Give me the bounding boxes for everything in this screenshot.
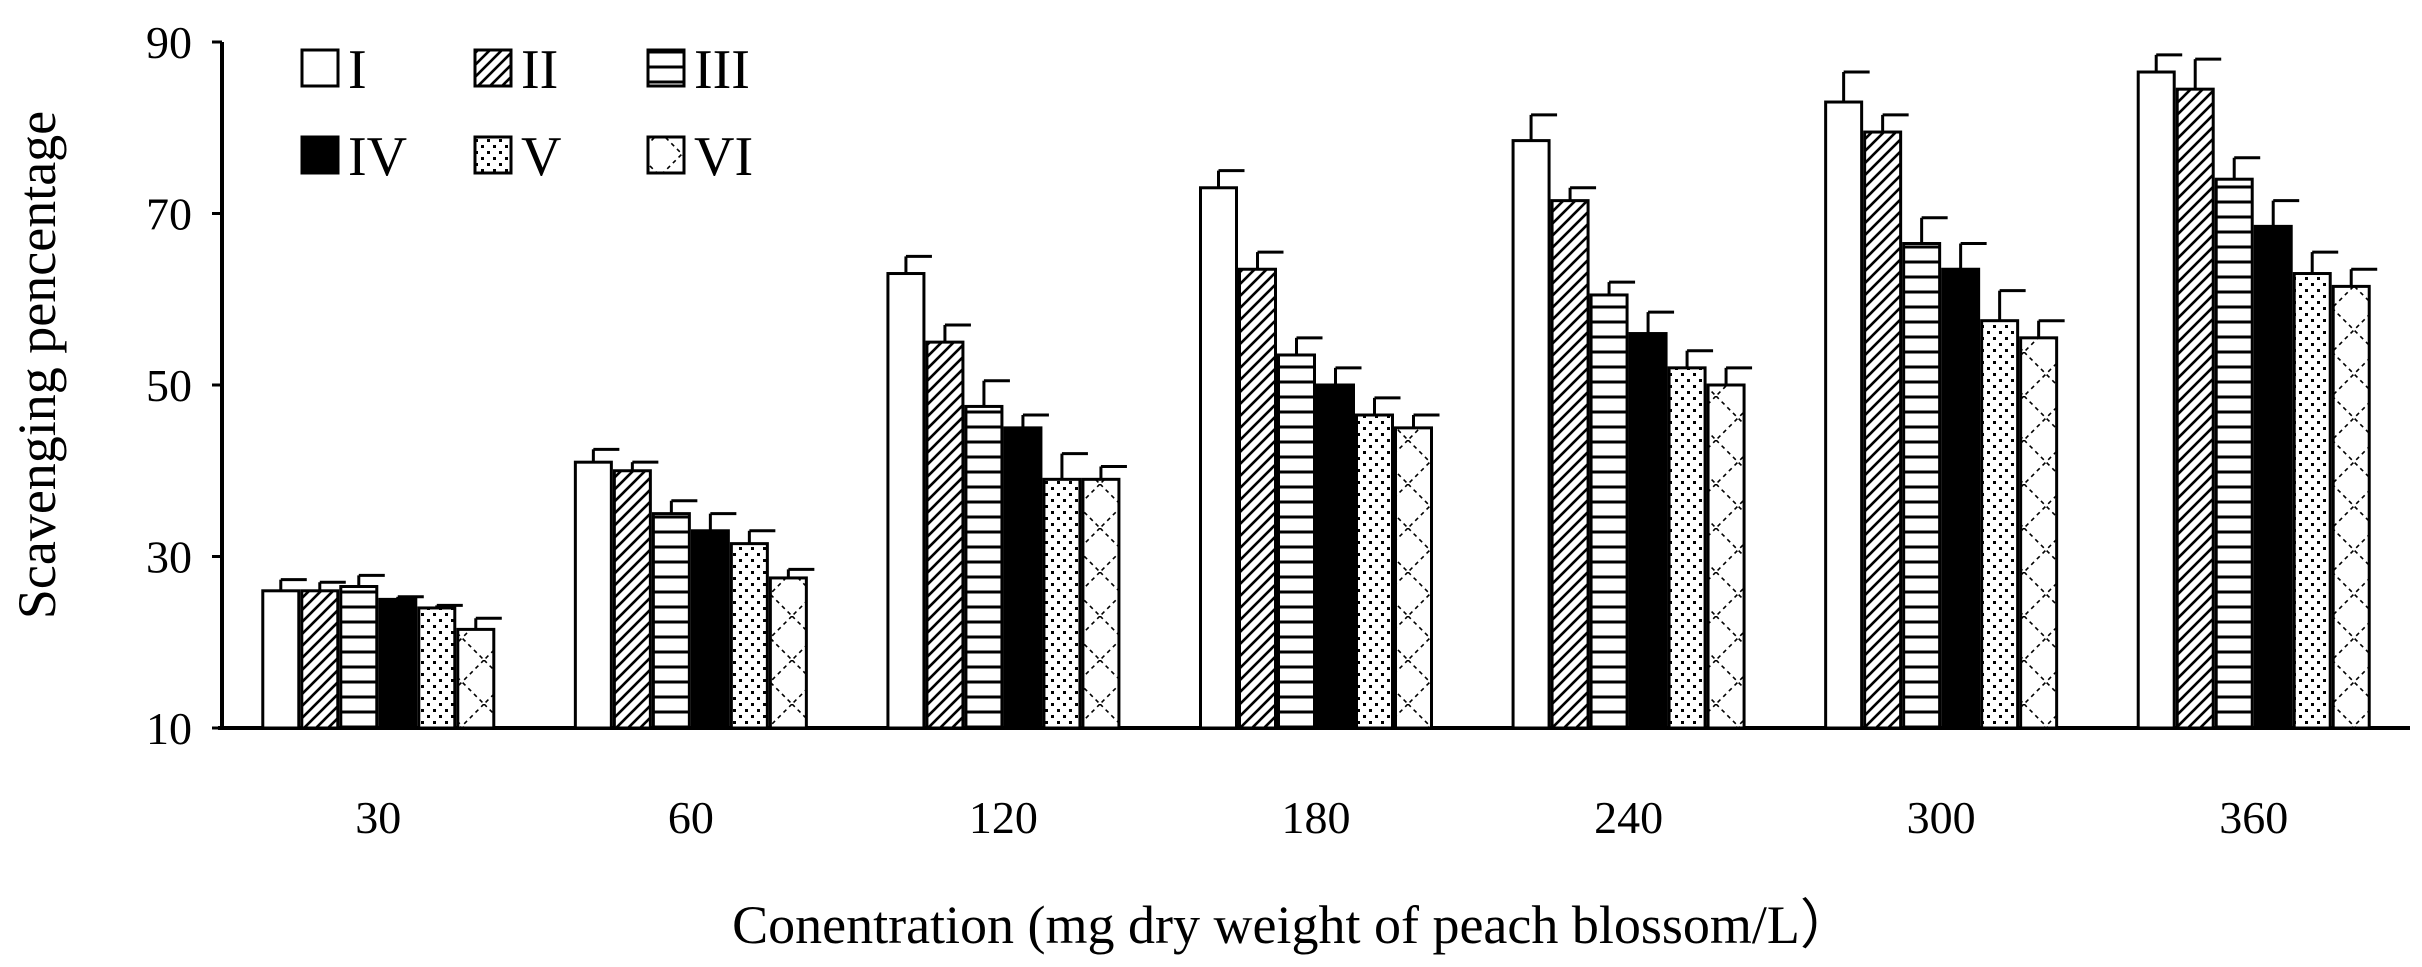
x-tick-label: 120 xyxy=(969,792,1038,843)
legend-swatch-II xyxy=(473,48,513,88)
bar-III-120 xyxy=(964,404,1004,730)
bar-IV-120 xyxy=(1003,426,1043,730)
bar-VI-360 xyxy=(2331,284,2371,730)
bar-IV-30 xyxy=(378,597,418,730)
bar-VI-120 xyxy=(1081,477,1121,730)
bar-V-360 xyxy=(2292,272,2332,730)
bar-V-120 xyxy=(1042,477,1082,730)
bar-II-60 xyxy=(612,469,652,730)
legend-label-I: I xyxy=(348,39,367,101)
bars-group xyxy=(261,53,2378,730)
bar-III-360 xyxy=(2214,177,2254,730)
bar-II-30 xyxy=(300,589,340,730)
y-tick-label: 90 xyxy=(146,17,192,68)
legend-label-III: III xyxy=(694,39,750,101)
bar-VI-240 xyxy=(1706,383,1746,730)
legend-label-II: II xyxy=(521,39,558,101)
bar-VI-60 xyxy=(768,576,808,730)
bar-V-300 xyxy=(1980,319,2020,730)
bar-V-30 xyxy=(417,606,457,730)
bar-IV-240 xyxy=(1628,332,1668,730)
x-tick-label: 180 xyxy=(1282,792,1351,843)
bar-V-240 xyxy=(1667,366,1707,730)
bar-III-60 xyxy=(651,512,691,730)
bar-I-30 xyxy=(261,589,301,730)
bar-IV-300 xyxy=(1941,267,1981,730)
y-axis-title-group: Scavenging pencentage xyxy=(7,111,67,619)
bar-V-60 xyxy=(729,542,769,730)
bar-V-180 xyxy=(1355,413,1394,730)
legend-label-VI: VI xyxy=(694,126,753,188)
bar-II-180 xyxy=(1238,267,1277,730)
bar-II-120 xyxy=(925,340,965,730)
y-tick-label: 50 xyxy=(146,360,192,411)
bar-III-300 xyxy=(1902,242,1942,730)
bar-I-360 xyxy=(2136,70,2176,730)
bar-II-360 xyxy=(2175,87,2215,730)
bar-VI-180 xyxy=(1394,426,1433,730)
y-tick-label: 70 xyxy=(146,189,192,240)
legend-swatch-IV xyxy=(300,135,340,175)
x-tick-label: 30 xyxy=(355,792,401,843)
legend-swatch-I xyxy=(300,48,340,88)
x-tick-label: 300 xyxy=(1907,792,1976,843)
x-axis-title: Conentration (mg dry weight of peach blo… xyxy=(732,895,1854,955)
x-tick-label: 240 xyxy=(1594,792,1663,843)
bar-I-180 xyxy=(1199,186,1238,730)
bar-II-240 xyxy=(1550,199,1590,730)
legend-label-V: V xyxy=(521,126,561,188)
bar-I-300 xyxy=(1824,100,1864,730)
bar-III-240 xyxy=(1589,293,1629,730)
bar-IV-60 xyxy=(690,529,730,730)
bar-IV-360 xyxy=(2253,224,2293,730)
bar-VI-30 xyxy=(456,627,496,730)
bar-III-30 xyxy=(339,585,379,730)
legend-swatch-V xyxy=(473,135,513,175)
legend-swatch-III xyxy=(646,48,686,88)
bar-IV-180 xyxy=(1316,383,1355,730)
bar-I-120 xyxy=(886,272,926,730)
bar-VI-300 xyxy=(2019,336,2059,730)
bar-I-60 xyxy=(573,460,613,730)
legend-label-IV: IV xyxy=(348,126,407,188)
y-axis-title: Scavenging pencentage xyxy=(7,111,67,619)
legend-swatch-VI xyxy=(646,135,686,175)
bar-III-180 xyxy=(1277,353,1316,730)
bar-I-240 xyxy=(1511,139,1551,730)
x-tick-label: 360 xyxy=(2219,792,2288,843)
y-tick-label: 10 xyxy=(146,703,192,754)
y-tick-label: 30 xyxy=(146,532,192,583)
bar-II-300 xyxy=(1863,130,1903,730)
x-tick-label: 60 xyxy=(668,792,714,843)
